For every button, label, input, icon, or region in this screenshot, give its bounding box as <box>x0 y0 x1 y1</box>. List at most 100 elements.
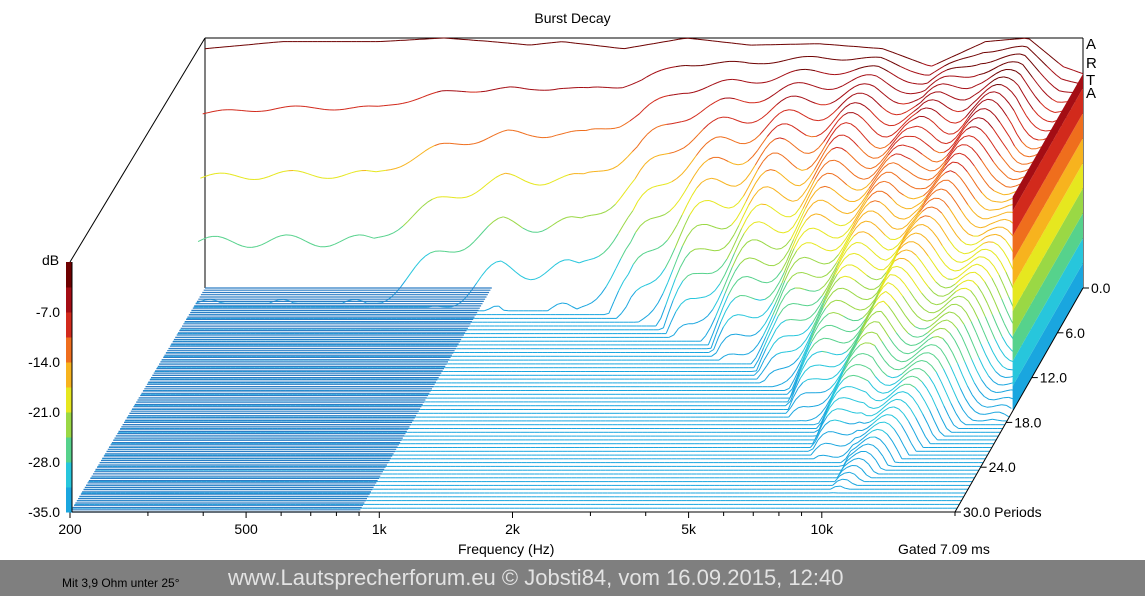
decay-segment <box>898 119 905 124</box>
decay-segment <box>983 241 989 244</box>
decay-segment <box>733 314 739 317</box>
decay-segment <box>902 144 908 147</box>
decay-segment <box>641 134 648 141</box>
decay-segment <box>864 305 871 310</box>
decay-segment <box>881 272 887 279</box>
decay-segment <box>795 319 801 321</box>
decay-segment <box>773 228 779 233</box>
decay-segment <box>665 291 672 306</box>
decay-segment <box>863 188 870 196</box>
decay-segment <box>810 69 816 72</box>
decay-segment <box>928 188 935 196</box>
decay-segment <box>875 161 881 167</box>
decay-segment <box>907 170 914 176</box>
decay-segment <box>929 243 936 251</box>
decay-segment <box>907 228 914 235</box>
decay-segment <box>789 262 796 271</box>
decay-segment <box>742 121 748 124</box>
decay-segment <box>890 153 896 157</box>
decay-segment <box>875 224 881 231</box>
decay-segment <box>765 169 771 172</box>
decay-segment <box>731 218 737 226</box>
decay-segment <box>366 170 372 172</box>
decay-segment <box>339 108 345 111</box>
decay-segment <box>828 126 834 135</box>
decay-segment <box>620 249 627 259</box>
decay-segment <box>711 225 717 229</box>
decay-segment <box>910 186 916 190</box>
decay-segment <box>847 223 854 232</box>
decay-segment <box>783 59 789 62</box>
decay-segment <box>921 207 928 212</box>
decay-segment <box>741 218 747 229</box>
decay-segment <box>551 221 558 226</box>
decay-segment <box>1003 285 1010 297</box>
decay-segment <box>988 186 995 192</box>
decay-segment <box>520 275 526 279</box>
decay-segment <box>559 259 565 263</box>
decay-segment <box>378 105 384 107</box>
decay-segment <box>964 252 970 255</box>
decay-segment <box>239 176 245 179</box>
decay-segment <box>690 155 697 163</box>
decay-segment <box>897 228 903 230</box>
decay-segment <box>821 154 828 162</box>
decay-segment <box>566 216 572 218</box>
decay-segment <box>641 76 647 81</box>
decay-segment <box>339 238 345 243</box>
decay-segment <box>857 207 863 216</box>
decay-segment <box>770 329 777 340</box>
decay-segment <box>1008 61 1014 63</box>
decay-segment <box>783 250 790 259</box>
decay-segment <box>900 65 906 70</box>
decay-segment <box>1022 45 1028 48</box>
decay-segment <box>783 230 789 234</box>
decay-segment <box>630 232 636 243</box>
decay-segment <box>925 93 931 98</box>
decay-segment <box>812 180 819 190</box>
decay-segment <box>950 170 956 174</box>
decay-segment <box>549 89 555 91</box>
decay-segment <box>1002 48 1008 51</box>
decay-segment <box>917 61 923 64</box>
decay-segment <box>890 85 897 90</box>
waterfall-plot: 200 500 1k 2k 5k 10k 0.06.012.018.024.030.0 P… <box>28 37 1111 537</box>
decay-segment <box>686 195 693 206</box>
decay-segment <box>863 231 869 235</box>
decay-segment <box>483 225 490 232</box>
decay-segment <box>895 153 901 155</box>
decay-segment <box>900 91 906 94</box>
decay-segment <box>984 281 991 291</box>
decay-segment <box>847 228 854 239</box>
decay-segment <box>1005 161 1011 169</box>
decay-segment <box>571 216 577 218</box>
decay-segment <box>635 225 641 233</box>
decay-segment <box>991 84 997 87</box>
decay-segment <box>645 282 651 286</box>
decay-segment <box>905 182 912 187</box>
decay-segment <box>962 269 968 274</box>
decay-segment <box>795 218 802 230</box>
decay-segment <box>702 315 709 321</box>
decay-segment <box>911 213 918 220</box>
decay-segment <box>965 116 972 124</box>
decay-segment <box>317 176 323 179</box>
decay-segment <box>988 260 995 267</box>
decay-segment <box>958 136 965 141</box>
decay-segment <box>896 113 902 116</box>
decay-segment <box>723 158 729 162</box>
decay-segment <box>933 292 939 297</box>
decay-segment <box>885 82 892 87</box>
decay-segment <box>893 74 899 79</box>
decay-segment <box>854 198 860 202</box>
decay-segment <box>674 267 681 279</box>
decay-segment <box>407 215 414 222</box>
decay-segment <box>814 304 821 313</box>
decay-segment <box>986 76 992 81</box>
decay-segment <box>814 289 820 292</box>
decay-segment <box>711 177 717 180</box>
decay-segment <box>537 136 543 139</box>
decay-segment <box>854 67 860 71</box>
decay-segment <box>843 242 850 252</box>
decay-segment <box>818 229 824 234</box>
